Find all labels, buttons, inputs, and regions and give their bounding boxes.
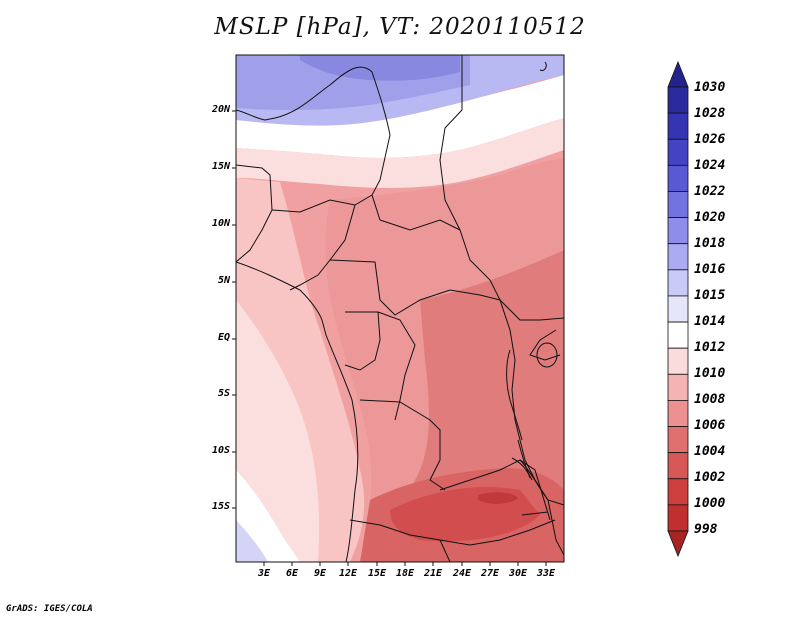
lat-label: 15S <box>211 501 230 512</box>
colorbar-cell <box>667 243 689 271</box>
colorbar-cell <box>667 478 689 506</box>
lon-label: 3E <box>257 568 271 579</box>
lon-label: 18E <box>395 568 415 579</box>
colorbar-cell <box>667 191 689 218</box>
lat-label: 10S <box>211 445 230 456</box>
colorbar-cell <box>667 217 689 245</box>
colorbar-cell <box>667 321 689 349</box>
lon-label: 12E <box>338 568 358 579</box>
lon-label: 24E <box>452 568 472 579</box>
colorbar-label: 1030 <box>694 80 726 95</box>
colorbar-label: 1000 <box>694 496 726 511</box>
colorbar-label: 1015 <box>694 288 726 303</box>
contour-1014 <box>236 75 564 158</box>
colorbar-label: 1026 <box>694 132 726 147</box>
colorbar-label: 1016 <box>694 262 726 277</box>
colorbar-cell <box>667 400 689 427</box>
colorbar-cell <box>667 452 689 480</box>
colorbar-cell <box>667 138 689 166</box>
map-title: MSLP [hPa], VT: 2020110512 <box>214 14 586 40</box>
colorbar-cell <box>667 295 689 323</box>
lon-label: 6E <box>285 568 299 579</box>
colorbar-label: 1022 <box>694 184 726 199</box>
lon-label: 27E <box>480 568 500 579</box>
colorbar-label: 1012 <box>694 340 726 355</box>
colorbar-cell <box>667 504 689 532</box>
colorbar <box>667 60 689 558</box>
contour-1012 <box>236 118 564 188</box>
borders <box>236 55 564 562</box>
lon-ticks <box>263 562 547 566</box>
colorbar-label: 1020 <box>694 210 726 225</box>
lat-label: 5S <box>217 388 230 399</box>
colorbar-label: 1024 <box>694 158 726 173</box>
colorbar-label: 1028 <box>694 106 726 121</box>
colorbar-cell <box>667 112 689 140</box>
colorbar-cell <box>667 426 689 454</box>
lon-label: 21E <box>423 568 443 579</box>
contour-1000 <box>478 492 518 504</box>
colorbar-bottom-triangle <box>667 530 689 558</box>
colorbar-label: 1004 <box>694 444 726 459</box>
lat-label: EQ <box>217 332 230 343</box>
colorbar-label: 1014 <box>694 314 726 329</box>
colorbar-cell <box>667 373 689 401</box>
colorbar-cell <box>667 269 689 297</box>
atlantic-1016 <box>236 520 268 562</box>
lon-label: 30E <box>508 568 528 579</box>
colorbar-label: 1006 <box>694 418 726 433</box>
lat-label: 20N <box>211 104 230 115</box>
colorbar-label: 998 <box>694 522 718 537</box>
colorbar-cell <box>667 164 689 192</box>
colorbar-label: 1008 <box>694 392 726 407</box>
colorbar-cell <box>667 86 689 114</box>
credit-text: GrADS: IGES/COLA <box>6 604 93 614</box>
lat-label: 15N <box>211 161 230 172</box>
lat-ticks <box>232 110 236 509</box>
pressure-field <box>236 55 564 562</box>
contour-1020 <box>300 55 460 81</box>
lat-label: 5N <box>217 275 230 286</box>
colorbar-top-triangle <box>667 60 689 88</box>
lon-label: 33E <box>536 568 556 579</box>
lon-label: 15E <box>367 568 387 579</box>
lakes <box>506 61 558 516</box>
colorbar-cell <box>667 347 689 375</box>
colorbar-label: 1018 <box>694 236 726 251</box>
colorbar-label: 1002 <box>694 470 726 485</box>
lat-label: 10N <box>211 218 230 229</box>
colorbar-label: 1010 <box>694 366 726 381</box>
map-frame <box>235 54 565 563</box>
lon-label: 9E <box>313 568 327 579</box>
